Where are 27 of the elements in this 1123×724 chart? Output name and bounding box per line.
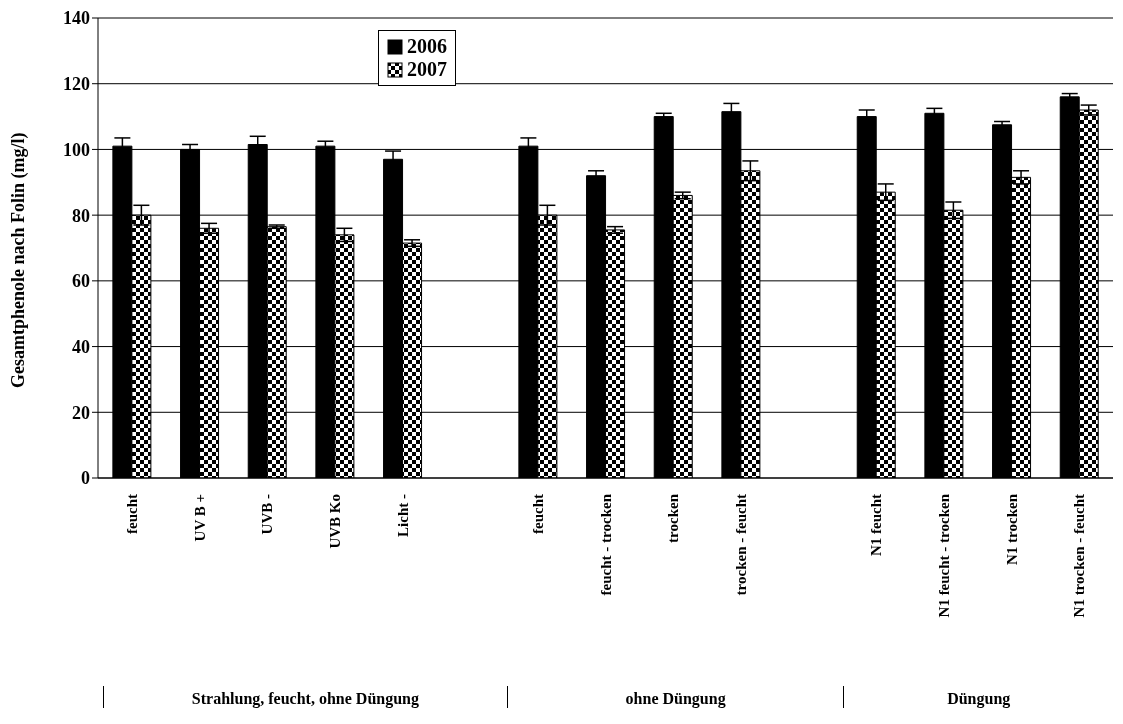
x-tick-label: UVB -: [259, 494, 276, 535]
y-tick-label: 20: [72, 402, 90, 423]
legend-label: 2007: [407, 58, 447, 81]
y-tick-label: 140: [63, 8, 90, 29]
x-tick-label: trocken - feucht: [732, 494, 749, 596]
y-tick-label: 0: [81, 468, 90, 489]
text: Strahlung, feucht, ohne Düngung: [103, 686, 507, 708]
y-tick-label: 80: [72, 205, 90, 226]
legend-label: 2006: [407, 35, 447, 58]
x-tick-label: N1 trocken - feucht: [1071, 494, 1088, 618]
y-tick-label: 40: [72, 336, 90, 357]
x-tick-label: N1 feucht - trocken: [935, 493, 952, 618]
y-tick-label: 60: [72, 271, 90, 292]
x-tick-label: feucht - trocken: [597, 493, 614, 596]
x-tick-label: Licht -: [394, 494, 411, 537]
x-tick-label: UVB Ko: [326, 494, 343, 549]
y-tick-label: 120: [63, 74, 90, 95]
x-tick-label: N1 feucht: [868, 494, 885, 557]
x-tick-label: feucht: [123, 494, 140, 534]
text: Düngung: [843, 686, 1113, 708]
x-tick-label: UV B +: [191, 494, 208, 542]
x-tick-label: N1 trocken: [1003, 493, 1020, 565]
y-axis-title: Gesamtphenole nach Folin (mg/l): [8, 132, 30, 388]
x-tick-label: trocken: [665, 493, 682, 543]
x-tick-label: feucht: [529, 494, 546, 534]
y-tick-label: 100: [63, 139, 90, 160]
text: ohne Düngung: [506, 686, 844, 708]
